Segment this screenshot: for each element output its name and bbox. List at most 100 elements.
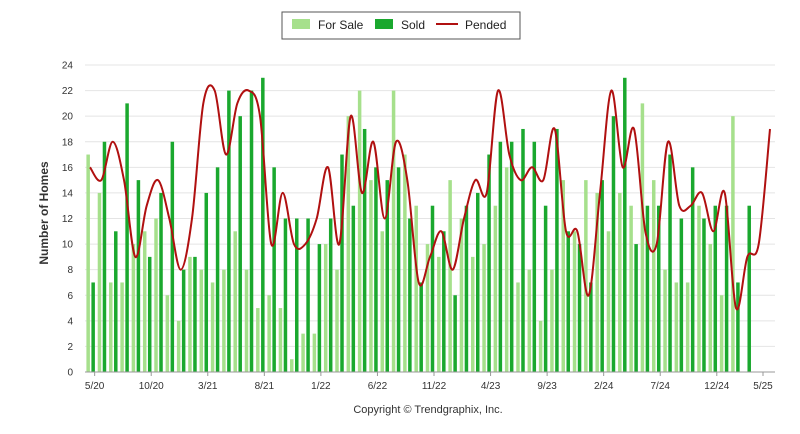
bar-sold bbox=[645, 205, 650, 372]
legend-label-sold[interactable]: Sold bbox=[401, 18, 425, 32]
x-tick-label: 6/22 bbox=[368, 381, 388, 392]
bar-for-sale bbox=[86, 154, 90, 372]
bar-sold bbox=[114, 231, 118, 372]
bar-sold bbox=[261, 77, 265, 373]
bar-sold bbox=[487, 154, 491, 372]
bar-sold bbox=[634, 244, 638, 372]
bar-sold bbox=[690, 167, 695, 372]
legend-box bbox=[281, 11, 521, 40]
bar-sold bbox=[340, 154, 344, 372]
bar-sold bbox=[227, 90, 231, 372]
bar-for-sale bbox=[222, 269, 226, 372]
bar-sold bbox=[102, 141, 107, 372]
bar-for-sale bbox=[380, 231, 385, 372]
bar-for-sale bbox=[335, 269, 339, 372]
bar-for-sale bbox=[663, 269, 667, 372]
bar-for-sale bbox=[527, 269, 532, 372]
bar-sold bbox=[464, 205, 469, 372]
legend-label-pended[interactable]: Pended bbox=[465, 18, 506, 32]
bar-sold bbox=[181, 269, 186, 372]
y-tick-label: 10 bbox=[62, 240, 74, 251]
bar-for-sale bbox=[199, 269, 204, 372]
bar-for-sale bbox=[448, 180, 452, 372]
bar-for-sale bbox=[369, 180, 373, 372]
bar-sold bbox=[147, 256, 152, 372]
y-tick-label: 8 bbox=[67, 265, 73, 276]
bar-for-sale bbox=[256, 308, 260, 372]
bar-sold bbox=[498, 141, 503, 372]
x-tick-label: 11/22 bbox=[422, 381, 447, 392]
bar-for-sale bbox=[584, 180, 588, 372]
bar-for-sale bbox=[210, 282, 215, 372]
bar-sold bbox=[453, 295, 457, 372]
bar-sold bbox=[679, 218, 684, 372]
bar-for-sale bbox=[176, 320, 181, 372]
bar-for-sale bbox=[109, 282, 113, 372]
bar-sold bbox=[272, 167, 276, 372]
bar-sold bbox=[713, 205, 718, 372]
bar-for-sale bbox=[618, 192, 622, 372]
bar-sold bbox=[193, 256, 197, 372]
bar-sold bbox=[306, 218, 310, 372]
bar-for-sale bbox=[188, 256, 192, 372]
x-tick-label: 8/21 bbox=[255, 381, 275, 392]
x-tick-label: 9/23 bbox=[537, 381, 557, 392]
bar-for-sale bbox=[459, 218, 464, 372]
bar-sold bbox=[566, 231, 570, 372]
bar-for-sale bbox=[403, 154, 407, 372]
bar-sold bbox=[408, 218, 412, 372]
bar-sold bbox=[396, 167, 401, 372]
x-axis-ticks: 5/20 10/20 3/21 8/21 1/22 6/22 11/22 4/23 9/23 2/… bbox=[85, 372, 773, 392]
bar-for-sale bbox=[323, 244, 328, 372]
bar-for-sale bbox=[437, 256, 441, 372]
bar-for-sale bbox=[516, 282, 520, 372]
bar-sold bbox=[430, 205, 435, 372]
bar-for-sale bbox=[550, 269, 554, 372]
bar-sold bbox=[317, 244, 322, 372]
y-tick-label: 22 bbox=[62, 86, 74, 97]
bar-sold bbox=[589, 282, 593, 372]
y-tick-label: 20 bbox=[62, 112, 74, 123]
pended-line-layer bbox=[89, 84, 771, 311]
legend-label-for-sale[interactable]: For Sale bbox=[318, 18, 364, 32]
bar-for-sale bbox=[606, 231, 611, 372]
bar-sold bbox=[204, 192, 209, 372]
pended-line bbox=[89, 84, 771, 311]
bar-for-sale bbox=[731, 116, 735, 373]
y-tick-label: 0 bbox=[67, 368, 73, 379]
bar-sold bbox=[656, 205, 661, 372]
x-tick-label: 1/22 bbox=[311, 381, 331, 392]
y-tick-label: 2 bbox=[67, 342, 73, 353]
bar-sold bbox=[91, 282, 95, 372]
bar-sold bbox=[328, 218, 333, 372]
y-tick-label: 4 bbox=[67, 316, 73, 327]
bar-sold bbox=[238, 116, 242, 373]
bar-for-sale bbox=[629, 205, 633, 372]
x-tick-label: 10/20 bbox=[139, 381, 164, 392]
bar-for-sale bbox=[244, 269, 249, 372]
bar-for-sale bbox=[97, 192, 102, 372]
bar-sold bbox=[555, 128, 559, 372]
y-tick-label: 24 bbox=[62, 61, 74, 72]
bar-for-sale bbox=[301, 333, 305, 372]
bar-sold bbox=[600, 180, 604, 372]
y-tick-label: 14 bbox=[62, 188, 74, 199]
bar-for-sale bbox=[414, 205, 418, 372]
bar-sold bbox=[543, 205, 548, 372]
bar-sold bbox=[521, 128, 525, 372]
bar-for-sale bbox=[312, 333, 317, 372]
bars bbox=[86, 77, 751, 373]
y-axis-label: Number of Homes bbox=[37, 161, 51, 265]
bar-for-sale bbox=[708, 244, 713, 372]
x-tick-label: 7/24 bbox=[650, 381, 670, 392]
y-tick-label: 6 bbox=[67, 291, 73, 302]
bar-for-sale bbox=[719, 295, 724, 372]
bar-for-sale bbox=[561, 180, 565, 372]
bar-sold bbox=[125, 103, 129, 372]
legend-swatch-sold bbox=[375, 19, 393, 29]
bar-sold bbox=[159, 192, 163, 372]
bar-for-sale bbox=[346, 116, 351, 373]
bar-sold bbox=[736, 282, 740, 372]
